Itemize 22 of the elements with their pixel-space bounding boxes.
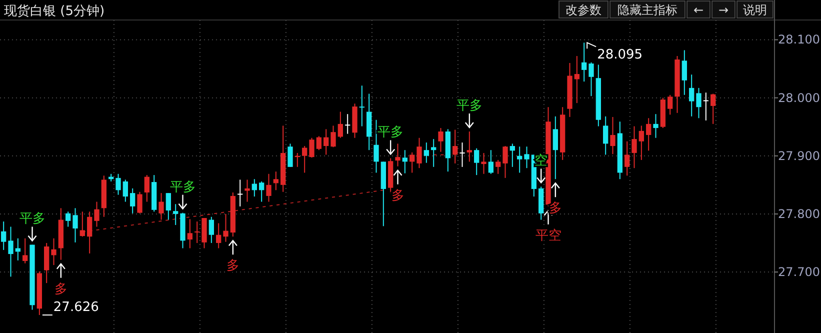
annotation: 多 [226,258,240,274]
y-tick-label: 27.900 [778,148,820,163]
button: ← [686,0,710,18]
annotation: 28.095 [597,48,643,63]
annotation: 多 [54,282,68,297]
y-tick-label: 28.100 [778,32,820,47]
annotation: 平多 [378,125,404,140]
button: 改参数 [558,0,608,18]
button: → [712,0,736,18]
annotation: 平多 [19,212,46,227]
annotation: 平多 [456,98,482,114]
annotation: 27.626 [53,300,99,315]
y-tick-label: 28.000 [778,90,820,105]
annotation: 平空 [535,228,562,244]
annotation: 多 [548,201,562,216]
y-tick-label: 27.700 [778,265,820,280]
y-tick-label: 27.800 [778,206,820,221]
annotation: 平多 [170,180,196,195]
annotation: 多 [391,188,404,204]
button: 隐藏主指标 [610,0,686,18]
button: 说明 [736,0,774,18]
chart-title: 现货白银 (5分钟) [4,4,105,19]
